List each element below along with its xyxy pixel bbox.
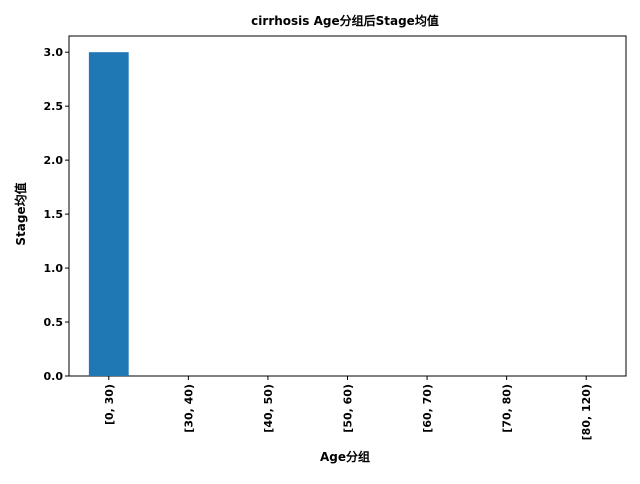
y-tick-label: 3.0 — [44, 46, 64, 59]
plot-area — [68, 35, 627, 377]
y-tick-label: 2.5 — [44, 100, 64, 113]
y-axis-label: Stage均值 — [13, 182, 28, 245]
x-tick-label: [30, 40) — [182, 384, 195, 433]
y-tick-label: 0.5 — [44, 316, 64, 329]
y-tick-label: 1.5 — [44, 208, 64, 221]
y-tick-label: 1.0 — [44, 262, 64, 275]
x-tick-label: [40, 50) — [262, 384, 275, 433]
x-axis-ticks: [0, 30) [30, 40) [40, 50) [50, 60) [60, 70) [… — [103, 376, 593, 440]
x-tick-label: [0, 30) — [103, 384, 116, 425]
bars-group — [88, 52, 129, 376]
y-tick-label: 0.0 — [44, 370, 64, 383]
x-tick-label: [60, 70) — [421, 384, 434, 433]
chart-title: cirrhosis Age分组后Stage均值 — [251, 13, 439, 28]
x-tick-label: [70, 80) — [501, 384, 514, 433]
y-axis-ticks: 0.0 0.5 1.0 1.5 2.0 2.5 3.0 — [44, 46, 69, 383]
bar-0 — [88, 52, 129, 376]
x-tick-label: [50, 60) — [342, 384, 355, 433]
x-axis-label: Age分组 — [320, 449, 370, 464]
y-tick-label: 2.0 — [44, 154, 64, 167]
x-tick-label: [80, 120) — [580, 384, 593, 440]
plot-frame — [68, 35, 627, 377]
